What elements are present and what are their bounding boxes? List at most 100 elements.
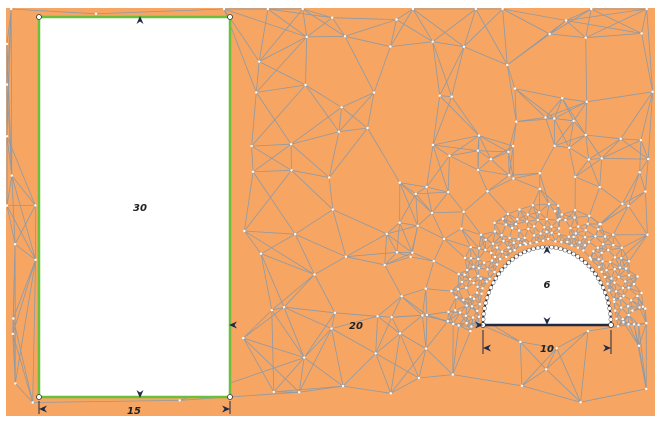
- mesh-node: [541, 239, 545, 242]
- mesh-node: [568, 146, 571, 149]
- mesh-edge: [412, 8, 434, 42]
- mesh-edge: [508, 151, 510, 176]
- mesh-node: [613, 300, 616, 304]
- mesh-edge: [537, 218, 547, 221]
- mesh-edge: [503, 240, 514, 244]
- mesh-node: [400, 295, 403, 298]
- mesh-node: [395, 251, 399, 254]
- mesh-edge: [514, 88, 563, 99]
- mesh-edge: [492, 231, 496, 244]
- mesh-edge: [639, 307, 647, 324]
- mesh-edge: [465, 287, 471, 298]
- mesh-edge: [461, 278, 471, 283]
- mesh-edge: [487, 174, 510, 192]
- mesh-edge: [571, 236, 574, 246]
- arch-node: [604, 295, 610, 300]
- mesh-node: [545, 368, 548, 371]
- mesh-node: [523, 236, 526, 240]
- mesh-node: [34, 258, 37, 261]
- mesh-node: [479, 233, 483, 236]
- mesh-node: [424, 347, 428, 350]
- mesh-node: [557, 232, 561, 236]
- mesh-edge: [494, 222, 506, 225]
- arch-node: [480, 317, 486, 322]
- mesh-edge: [615, 291, 624, 297]
- mesh-edge: [611, 276, 619, 279]
- mesh-edge: [628, 191, 646, 207]
- mesh-edge: [587, 325, 619, 332]
- mesh-edge: [606, 268, 615, 271]
- mesh-node: [395, 18, 398, 21]
- mesh-edge: [628, 276, 638, 288]
- mesh-edge: [432, 95, 441, 146]
- mesh-edge: [425, 288, 428, 316]
- mesh-edge: [625, 276, 638, 282]
- mesh-edge: [455, 305, 467, 311]
- mesh-node: [462, 45, 466, 48]
- mesh-edge: [548, 238, 556, 242]
- mesh-edge: [585, 134, 621, 140]
- mesh-node: [507, 246, 510, 249]
- rectangular-hole[interactable]: [39, 17, 230, 397]
- mesh-edge: [575, 229, 586, 234]
- mesh-edge: [464, 266, 474, 275]
- mesh-edge: [463, 8, 503, 47]
- mesh-edge: [598, 259, 600, 268]
- mesh-edge: [401, 296, 423, 316]
- mesh-edge: [513, 172, 540, 179]
- mesh-node: [331, 208, 334, 211]
- mesh-edge: [508, 145, 514, 153]
- arch-node: [579, 257, 584, 262]
- mesh-node: [576, 246, 580, 249]
- mesh-node: [250, 144, 253, 148]
- rectangle-boundary[interactable]: [37, 15, 232, 399]
- semicircle-hole[interactable]: [483, 247, 611, 325]
- mesh-edge: [538, 212, 547, 220]
- mesh-node: [608, 289, 611, 292]
- mesh-node: [631, 309, 634, 312]
- mesh-edge: [509, 237, 519, 240]
- mesh-edge: [422, 315, 448, 322]
- mesh-edge: [458, 269, 468, 275]
- mesh-edge: [390, 8, 414, 47]
- mesh-edge: [578, 226, 586, 231]
- mesh-edge: [367, 127, 401, 183]
- mesh-edge: [451, 96, 480, 136]
- mesh-edge: [614, 268, 627, 270]
- mesh-edge: [551, 226, 560, 229]
- mesh-edge: [32, 259, 36, 403]
- mesh-edge: [614, 269, 619, 278]
- mesh-edge: [399, 182, 419, 226]
- mesh-edge: [399, 222, 413, 253]
- mesh-node: [414, 192, 417, 196]
- mesh-node: [558, 217, 561, 221]
- mesh-node: [651, 90, 654, 94]
- mesh-edge: [244, 170, 292, 232]
- mesh-edge: [494, 222, 503, 236]
- mesh-edge: [628, 314, 635, 325]
- mesh-edge: [483, 260, 493, 264]
- mesh-node: [612, 298, 616, 301]
- mesh-edge: [443, 228, 462, 240]
- mesh-edge: [505, 249, 515, 258]
- mesh-edge: [447, 155, 450, 193]
- mesh-edge: [314, 274, 336, 313]
- mesh-edge: [532, 205, 539, 221]
- mesh-node: [455, 296, 458, 299]
- mesh-edge: [490, 247, 498, 254]
- mesh-edge: [391, 314, 427, 318]
- mesh-edge: [588, 138, 621, 160]
- mesh-edge: [574, 159, 590, 178]
- mesh-node: [617, 275, 620, 279]
- mesh-edge: [443, 238, 466, 259]
- corner-node: [608, 322, 614, 328]
- mesh-node: [613, 256, 617, 259]
- mesh-edge: [638, 324, 647, 389]
- mesh-node: [11, 332, 14, 336]
- mesh-edge: [477, 169, 488, 192]
- mesh-node: [621, 202, 624, 205]
- mesh-node: [519, 340, 522, 344]
- mesh-node: [469, 257, 473, 260]
